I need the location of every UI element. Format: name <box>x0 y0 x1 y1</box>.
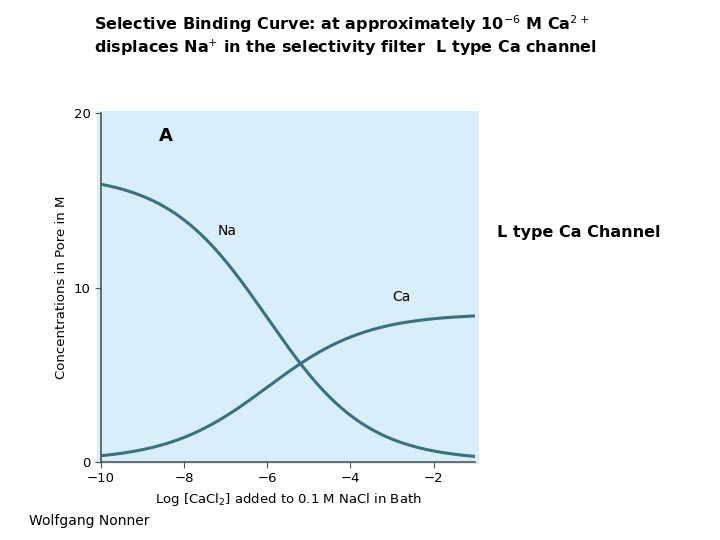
Text: L type Ca Channel: L type Ca Channel <box>497 225 660 240</box>
Text: displaces Na$^{+}$ in the selectivity filter  L type Ca channel: displaces Na$^{+}$ in the selectivity fi… <box>94 38 596 58</box>
Y-axis label: Concentrations in Pore in M: Concentrations in Pore in M <box>55 196 68 379</box>
Text: A: A <box>159 127 173 145</box>
Text: Ca: Ca <box>392 291 410 305</box>
X-axis label: Log [CaCl$_2$] added to 0.1 M NaCl in Bath: Log [CaCl$_2$] added to 0.1 M NaCl in Ba… <box>155 491 421 508</box>
Text: Selective Binding Curve: at approximately 10$^{-6}$ M Ca$^{2+}$: Selective Binding Curve: at approximatel… <box>94 14 589 35</box>
Text: Wolfgang Nonner: Wolfgang Nonner <box>29 514 149 528</box>
Text: Na: Na <box>217 224 236 238</box>
